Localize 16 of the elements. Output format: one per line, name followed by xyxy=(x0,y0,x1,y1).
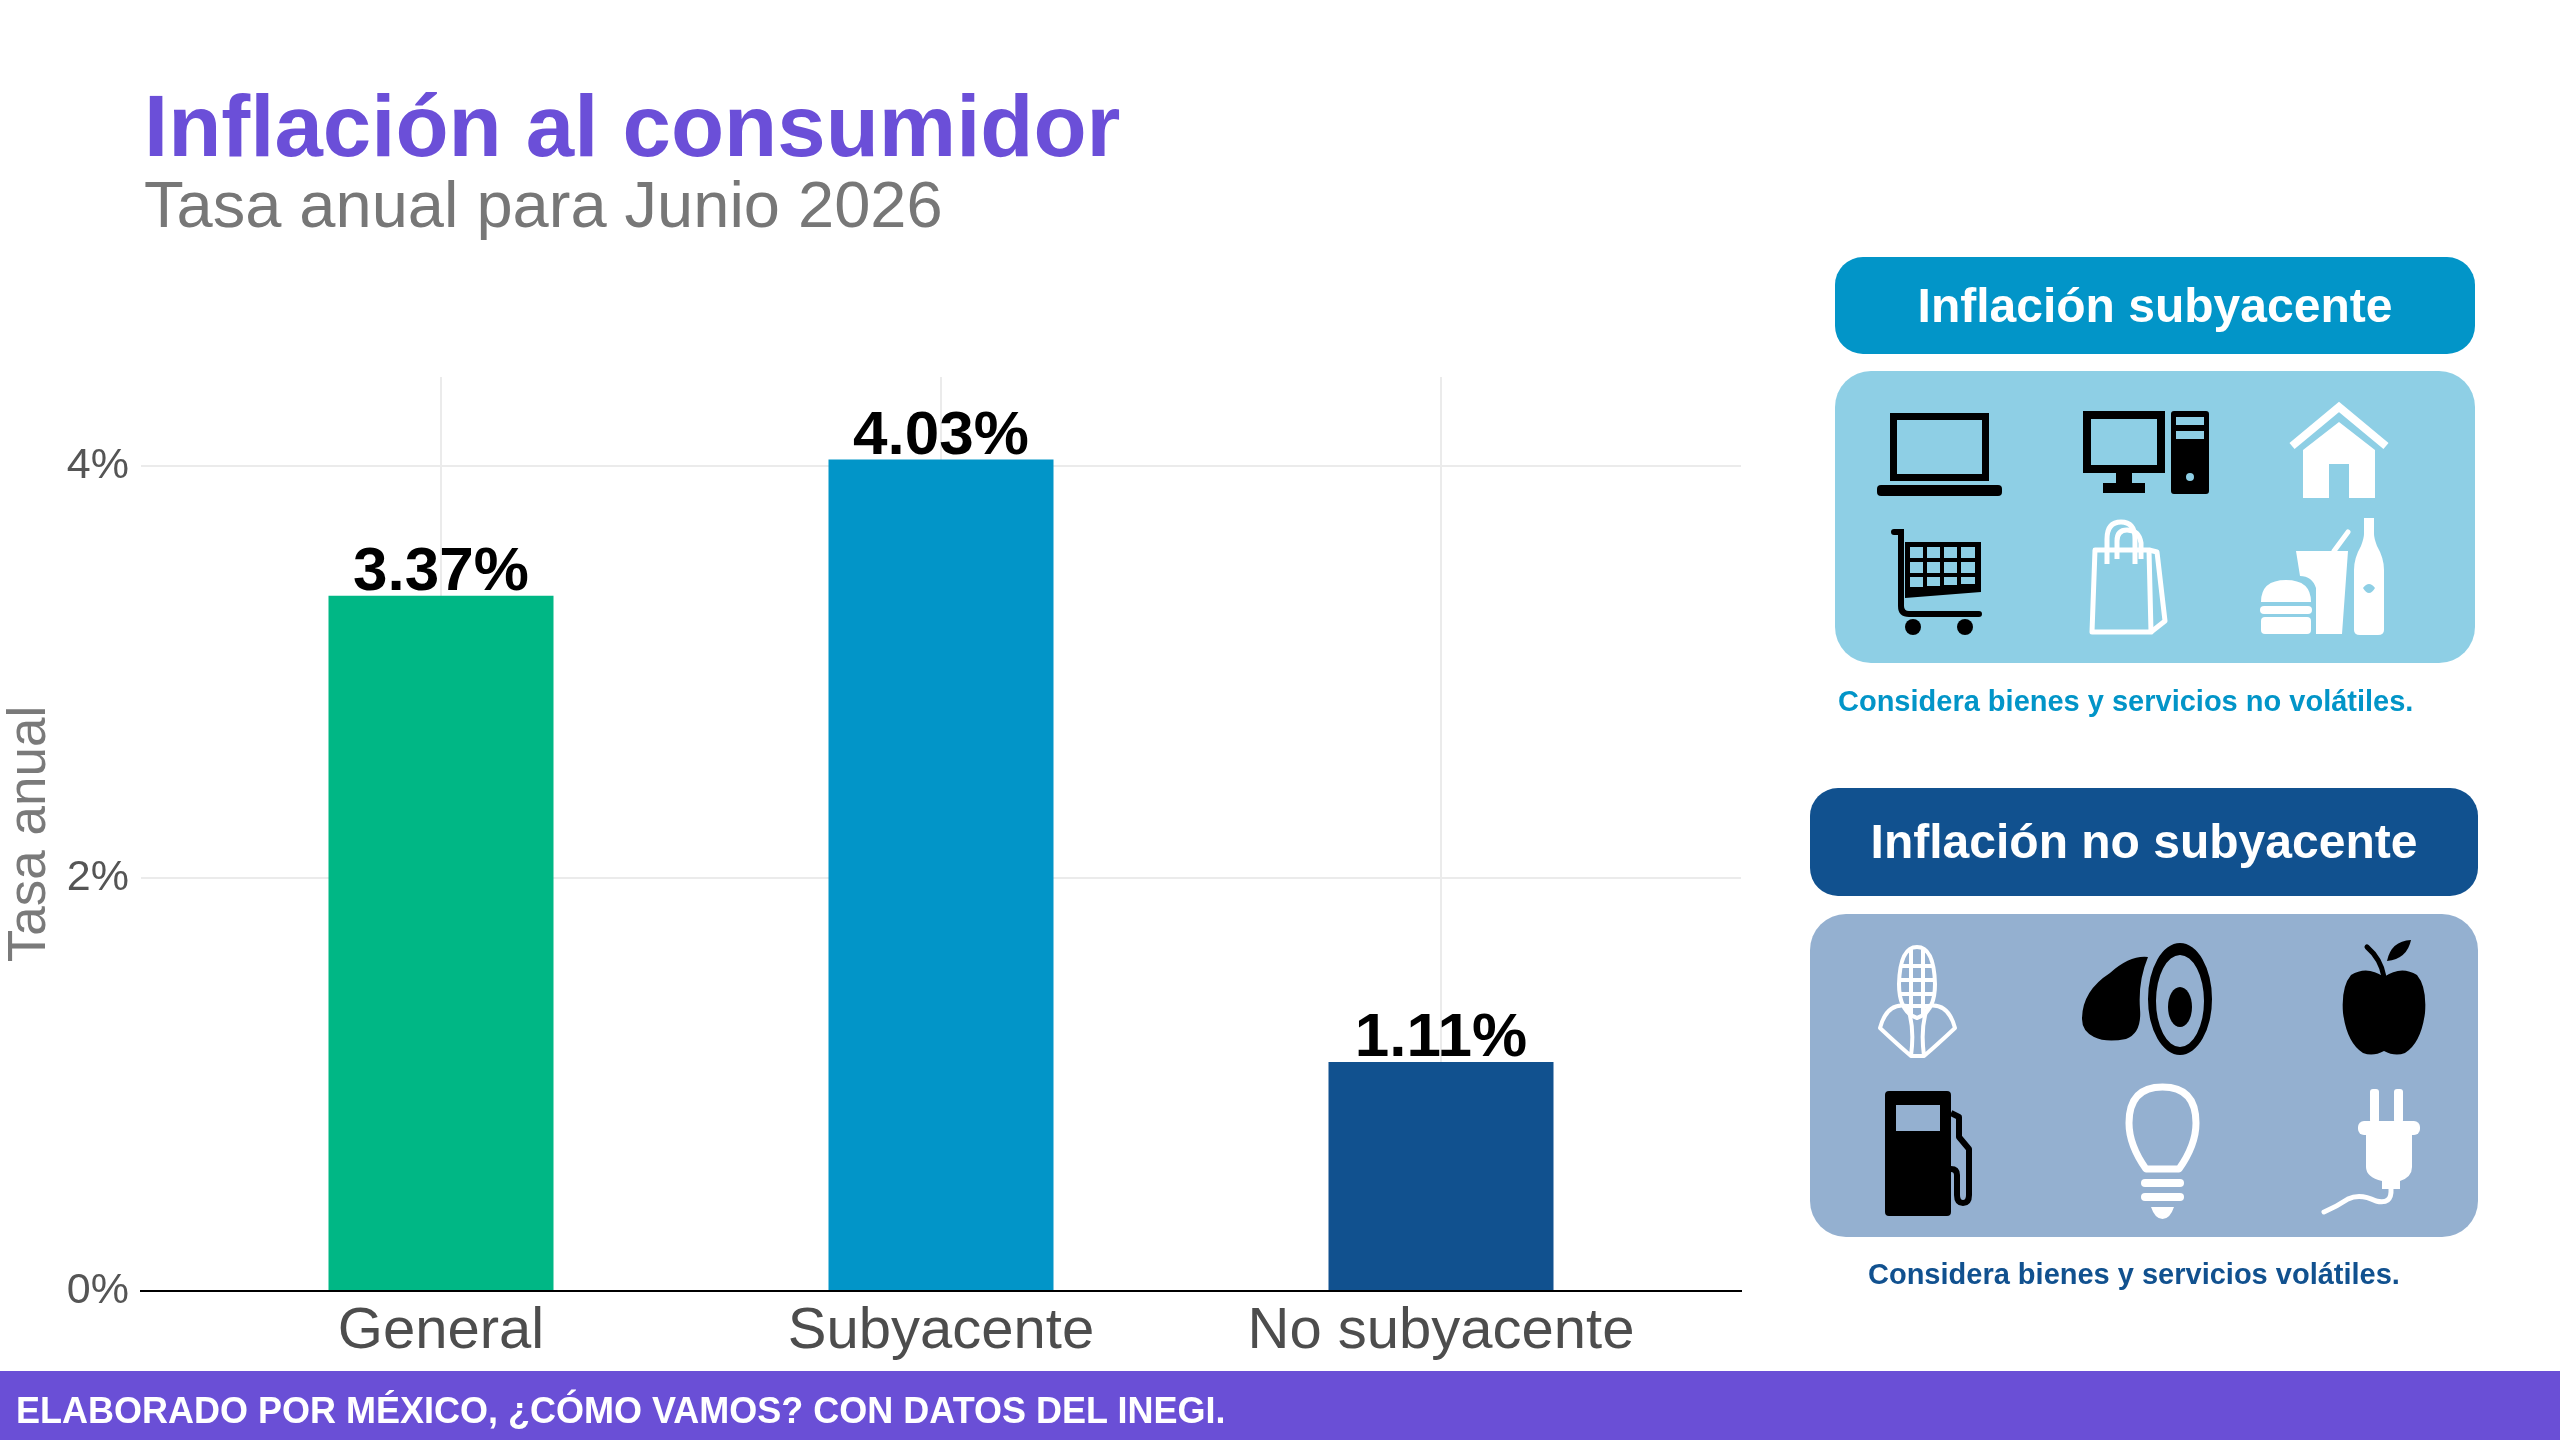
text: ELABORADO POR MÉXICO, ¿CÓMO VAMOS? CON DATOS DEL INEGI. xyxy=(16,1390,1226,1431)
data-label: 4.03% xyxy=(853,397,1029,467)
text: Considera bienes y servicios volátiles. xyxy=(1868,1258,2400,1290)
x-tick-label: General xyxy=(337,1294,545,1360)
bar xyxy=(828,459,1054,1290)
y-tick-label: 2% xyxy=(66,851,129,900)
text: Considera bienes y servicios no volátiles. xyxy=(1838,685,2414,717)
bar xyxy=(328,595,554,1290)
x-tick-label: Subyacente xyxy=(787,1294,1095,1360)
y-tick-label: 0% xyxy=(66,1263,129,1312)
data-label: 1.11% xyxy=(1354,999,1528,1069)
y-axis-title: Tasa anual xyxy=(0,705,57,963)
bar xyxy=(1328,1061,1554,1290)
data-label: 3.37% xyxy=(353,533,529,603)
x-tick-label: No subyacente xyxy=(1247,1294,1635,1360)
y-tick-label: 4% xyxy=(66,438,129,487)
